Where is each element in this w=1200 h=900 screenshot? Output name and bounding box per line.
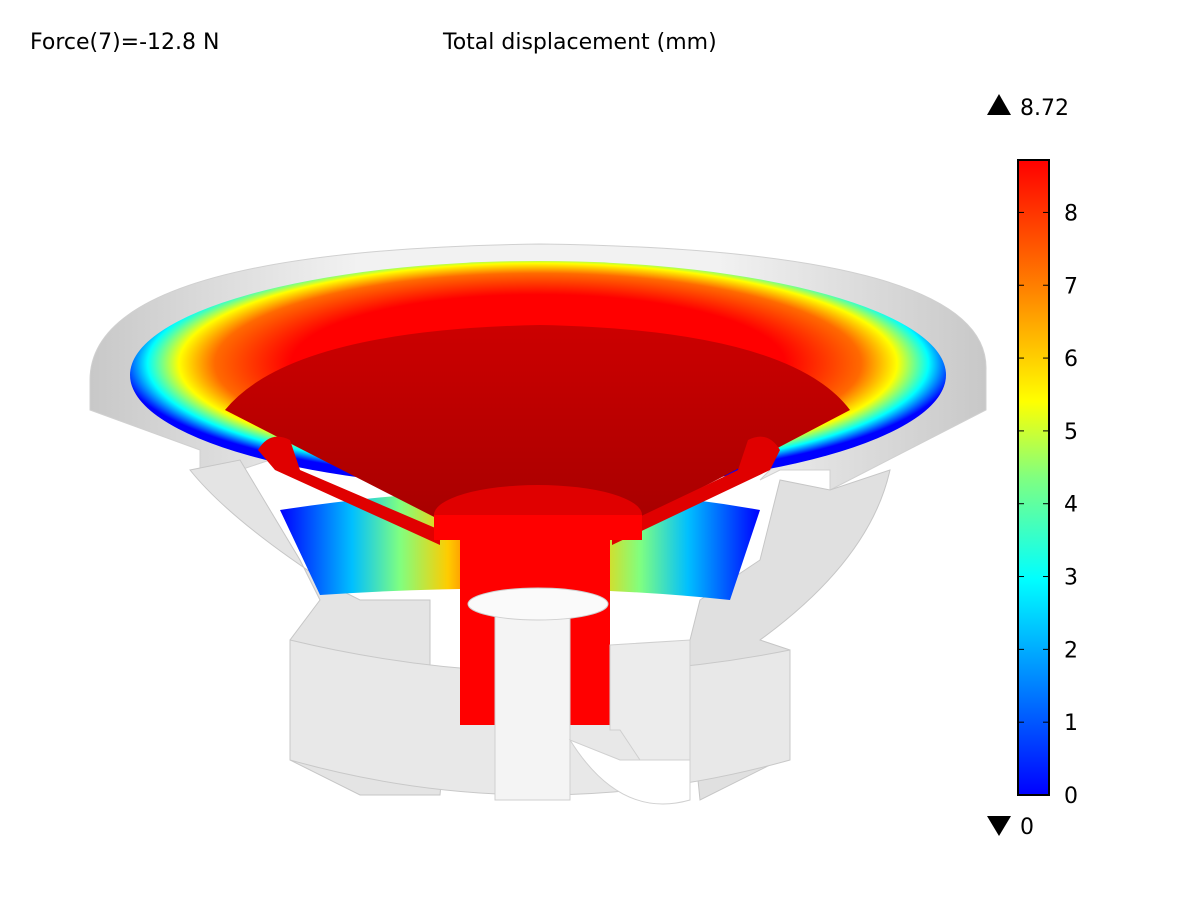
cone-inner xyxy=(225,325,850,520)
max-marker-icon xyxy=(987,94,1011,115)
colorbar-tick-label: 5 xyxy=(1064,420,1078,445)
colorbar-max-label: 8.72 xyxy=(1020,96,1069,121)
magnet-cutout xyxy=(568,738,691,805)
colorbar-scale xyxy=(1017,159,1050,796)
plot-title: Total displacement (mm) xyxy=(443,30,717,55)
force-readout: Force(7)=-12.8 N xyxy=(30,30,220,55)
cone-section-right xyxy=(612,436,780,545)
colorbar: 0 1 2 3 4 5 6 7 8 8.72 0 xyxy=(987,94,1078,840)
colorbar-tick-label: 3 xyxy=(1064,566,1078,591)
colorbar-tick-label: 4 xyxy=(1064,493,1078,518)
colorbar-tick-label: 6 xyxy=(1064,347,1078,372)
colorbar-min-label: 0 xyxy=(1020,815,1034,840)
colorbar-tick-label: 1 xyxy=(1064,711,1078,736)
colorbar-ticks: 0 1 2 3 4 5 6 7 8 xyxy=(1018,201,1078,809)
colorbar-tick-label: 0 xyxy=(1064,784,1078,809)
min-marker-icon xyxy=(987,816,1011,836)
speaker-model xyxy=(89,243,987,805)
colorbar-tick-label: 2 xyxy=(1064,638,1078,663)
pole-top xyxy=(467,587,609,621)
cone-section-left xyxy=(258,436,440,545)
colorbar-tick-label: 7 xyxy=(1064,274,1078,299)
pole-piece xyxy=(494,599,571,801)
colorbar-tick-label: 8 xyxy=(1064,201,1078,226)
